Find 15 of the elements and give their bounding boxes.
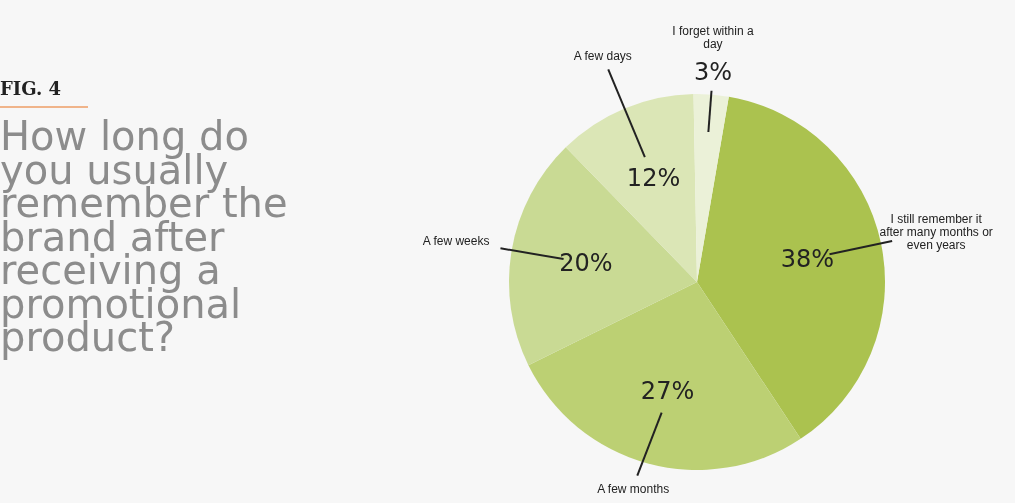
text: FIG. 4 bbox=[0, 78, 61, 99]
data-label: 27% bbox=[640, 376, 695, 405]
text: How long do you usually remember the brand after receiving a promotional product? bbox=[0, 113, 288, 360]
pie-slice bbox=[528, 282, 801, 470]
data-label: 3% bbox=[693, 58, 732, 87]
pie-slice bbox=[693, 94, 729, 282]
data-label: 38% bbox=[780, 244, 835, 273]
slice-label: A few months bbox=[597, 482, 670, 496]
slice-label: A few days bbox=[573, 49, 632, 64]
data-label: 20% bbox=[559, 248, 613, 277]
slice-label: I still remember it after many months or even years bbox=[879, 211, 993, 252]
pie-slice bbox=[509, 147, 697, 366]
slice-label: A few weeks bbox=[422, 233, 490, 248]
data-label: 12% bbox=[626, 163, 681, 192]
slice-label: I forget within a day bbox=[672, 24, 754, 52]
